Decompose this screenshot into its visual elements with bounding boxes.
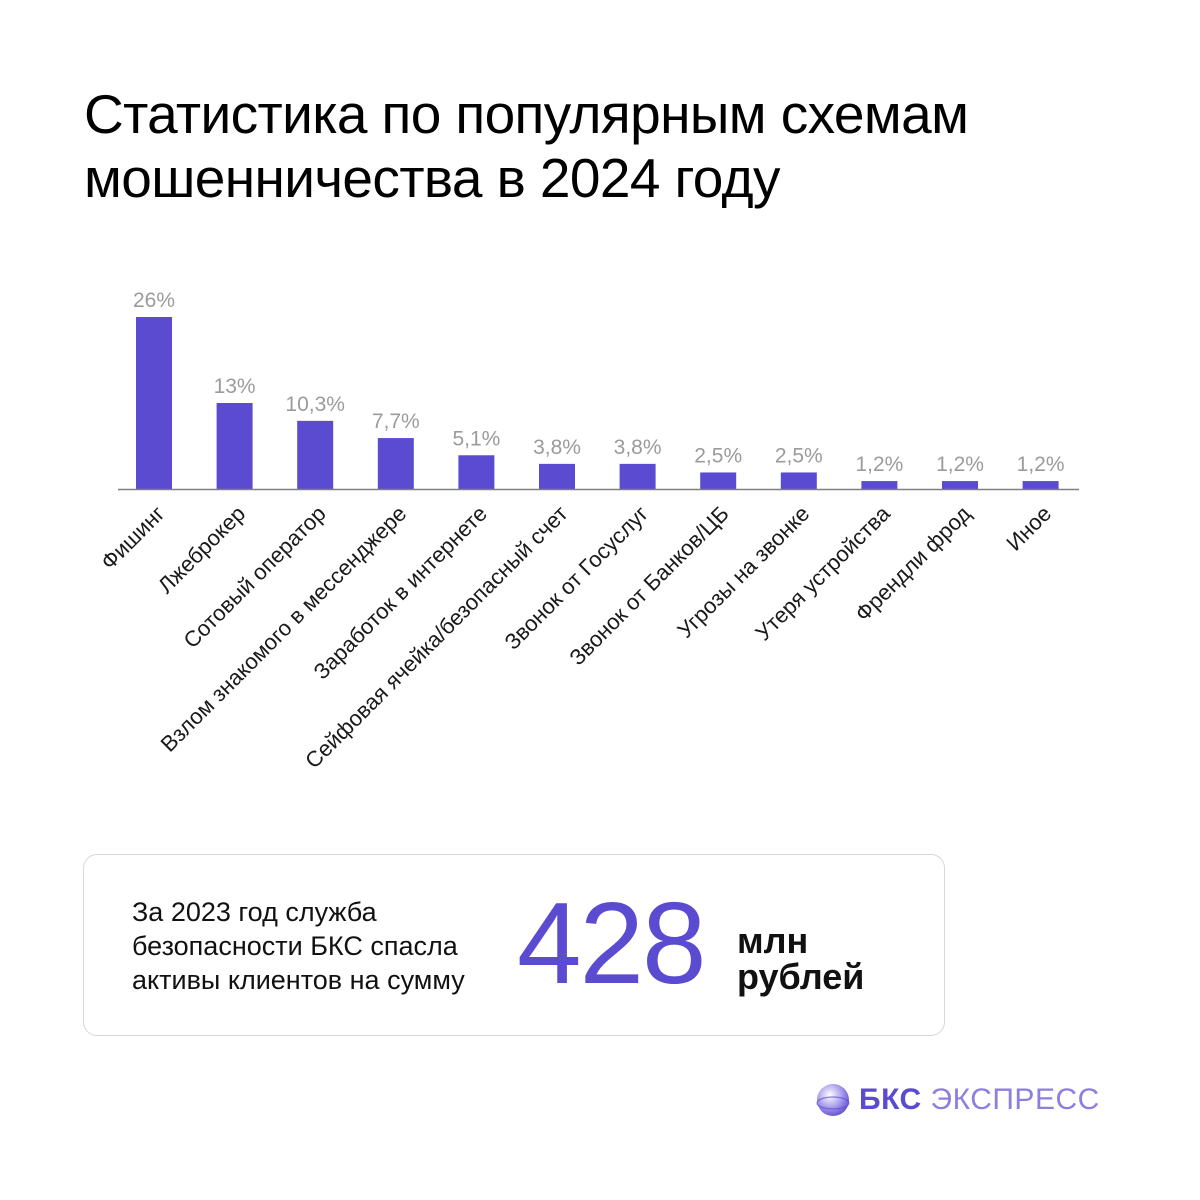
info-card: За 2023 год служба безопасности БКС спас… <box>83 854 945 1036</box>
bar-10 <box>861 481 898 489</box>
info-text-line-3: активы клиентов на сумму <box>132 965 465 995</box>
bar-11 <box>942 481 978 489</box>
bar-5 <box>458 455 495 489</box>
info-text: За 2023 год служба безопасности БКС спас… <box>132 895 512 997</box>
category-label-1: Фишинг <box>96 501 170 575</box>
bar-6 <box>539 463 575 489</box>
bar-12 <box>1022 481 1059 489</box>
sphere-logo-icon <box>816 1084 850 1116</box>
bar-7 <box>619 463 656 489</box>
brand-logo: БКС ЭКСПРЕСС <box>815 1080 1100 1120</box>
value-label-11: 1,2% <box>936 453 984 476</box>
value-label-6: 3,8% <box>533 436 581 459</box>
bar-3 <box>297 420 334 489</box>
value-label-7: 3,8% <box>614 436 662 459</box>
bars-group <box>136 317 1059 489</box>
category-label-8: Звонок от Банков/ЦБ <box>564 501 733 670</box>
info-text-line-1: За 2023 год служба <box>132 897 377 927</box>
category-label-3: Сотовый оператор <box>179 501 331 653</box>
category-label-10: Утеря устройства <box>750 500 895 645</box>
brand-name: БКС ЭКСПРЕСС <box>859 1083 1100 1117</box>
bar-1 <box>136 317 172 489</box>
value-label-8: 2,5% <box>694 444 742 467</box>
brand-name-bold: БКС <box>859 1083 922 1116</box>
value-label-2: 13% <box>214 375 256 398</box>
value-label-9: 2,5% <box>775 444 823 467</box>
unit-line-1: млн <box>737 920 809 961</box>
category-label-12: Иное <box>1001 501 1056 556</box>
value-label-1: 26% <box>133 289 175 312</box>
title-line-1: Статистика по популярным схемам <box>84 83 969 145</box>
unit-line-2: рублей <box>737 956 865 997</box>
info-text-line-2: безопасности БКС спасла <box>132 931 458 961</box>
saved-amount: 428 <box>517 878 707 1008</box>
bar-4 <box>377 438 414 489</box>
category-label-7: Звонок от Госуслуг <box>499 501 653 655</box>
value-label-3: 10,3% <box>285 393 345 416</box>
value-labels-group: 26% 13% 10,3% 7,7% 5,1% 3,8% 3,8% 2,5% 2,5% 1,2% 1… <box>133 289 1065 476</box>
value-label-10: 1,2% <box>855 453 903 476</box>
title-line-2: мошенничества в 2024 году <box>84 147 781 209</box>
bar-9 <box>780 472 817 489</box>
bar-chart: 26% 13% 10,3% 7,7% 5,1% 3,8% 3,8% 2,5% 2,5% 1,2% 1… <box>96 289 1079 773</box>
brand-name-light: ЭКСПРЕСС <box>930 1083 1100 1116</box>
bar-8 <box>700 472 737 489</box>
page-title: Статистика по популярным схемам мошеннич… <box>84 82 1124 210</box>
value-label-5: 5,1% <box>452 427 500 450</box>
value-label-4: 7,7% <box>372 410 420 433</box>
value-label-12: 1,2% <box>1017 453 1065 476</box>
amount-unit: млн рублей <box>737 923 864 995</box>
bar-2 <box>216 403 253 489</box>
